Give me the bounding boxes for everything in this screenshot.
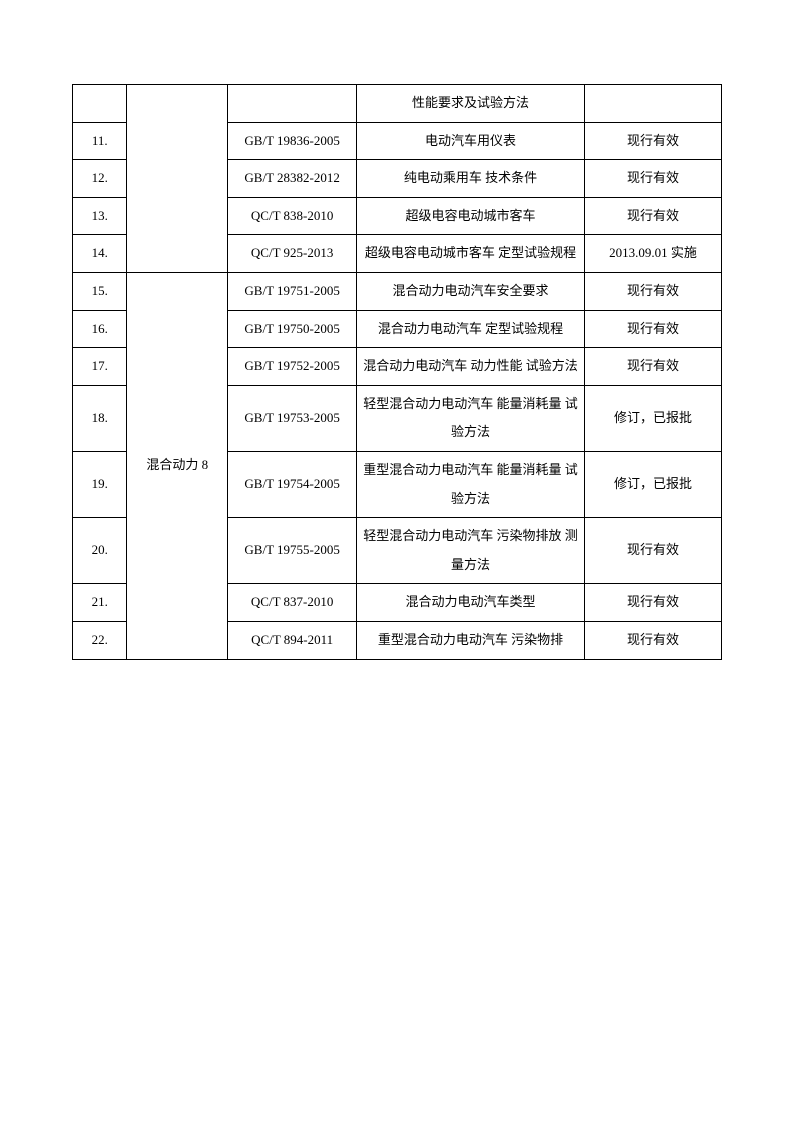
cell-standard: GB/T 28382-2012 (228, 160, 357, 198)
cell-index: 15. (73, 272, 127, 310)
cell-description: 纯电动乘用车 技术条件 (357, 160, 585, 198)
cell-index: 20. (73, 518, 127, 584)
cell-category: 混合动力 8 (127, 272, 228, 659)
cell-standard: GB/T 19751-2005 (228, 272, 357, 310)
cell-standard: QC/T 894-2011 (228, 621, 357, 659)
cell-status: 现行有效 (584, 122, 721, 160)
cell-description: 混合动力电动汽车 定型试验规程 (357, 310, 585, 348)
cell-description: 超级电容电动城市客车 定型试验规程 (357, 235, 585, 273)
cell-index (73, 85, 127, 123)
cell-status: 现行有效 (584, 518, 721, 584)
cell-status (584, 85, 721, 123)
cell-standard: QC/T 838-2010 (228, 197, 357, 235)
cell-description: 超级电容电动城市客车 (357, 197, 585, 235)
cell-standard: GB/T 19754-2005 (228, 451, 357, 517)
cell-description: 性能要求及试验方法 (357, 85, 585, 123)
cell-index: 18. (73, 385, 127, 451)
cell-index: 17. (73, 348, 127, 386)
cell-standard: GB/T 19753-2005 (228, 385, 357, 451)
cell-status: 现行有效 (584, 272, 721, 310)
cell-index: 11. (73, 122, 127, 160)
cell-standard (228, 85, 357, 123)
cell-status: 现行有效 (584, 584, 721, 622)
table-row: 15. 混合动力 8 GB/T 19751-2005 混合动力电动汽车安全要求 … (73, 272, 722, 310)
cell-status: 修订，已报批 (584, 451, 721, 517)
cell-index: 19. (73, 451, 127, 517)
standards-table: 性能要求及试验方法 11. GB/T 19836-2005 电动汽车用仪表 现行… (72, 84, 722, 660)
table-row: 性能要求及试验方法 (73, 85, 722, 123)
cell-status: 现行有效 (584, 621, 721, 659)
cell-status: 现行有效 (584, 197, 721, 235)
cell-description: 轻型混合动力电动汽车 污染物排放 测量方法 (357, 518, 585, 584)
cell-standard: GB/T 19750-2005 (228, 310, 357, 348)
cell-standard: GB/T 19752-2005 (228, 348, 357, 386)
cell-description: 混合动力电动汽车安全要求 (357, 272, 585, 310)
cell-index: 13. (73, 197, 127, 235)
cell-description: 重型混合动力电动汽车 能量消耗量 试验方法 (357, 451, 585, 517)
cell-status: 现行有效 (584, 310, 721, 348)
cell-description: 电动汽车用仪表 (357, 122, 585, 160)
cell-standard: GB/T 19755-2005 (228, 518, 357, 584)
cell-index: 14. (73, 235, 127, 273)
cell-status: 修订，已报批 (584, 385, 721, 451)
cell-index: 16. (73, 310, 127, 348)
cell-description: 重型混合动力电动汽车 污染物排 (357, 621, 585, 659)
cell-description: 轻型混合动力电动汽车 能量消耗量 试验方法 (357, 385, 585, 451)
cell-description: 混合动力电动汽车类型 (357, 584, 585, 622)
cell-status: 现行有效 (584, 160, 721, 198)
cell-index: 12. (73, 160, 127, 198)
cell-index: 21. (73, 584, 127, 622)
cell-standard: QC/T 925-2013 (228, 235, 357, 273)
cell-index: 22. (73, 621, 127, 659)
cell-category-blank (127, 85, 228, 273)
cell-status: 现行有效 (584, 348, 721, 386)
cell-status: 2013.09.01 实施 (584, 235, 721, 273)
cell-standard: QC/T 837-2010 (228, 584, 357, 622)
cell-description: 混合动力电动汽车 动力性能 试验方法 (357, 348, 585, 386)
cell-standard: GB/T 19836-2005 (228, 122, 357, 160)
